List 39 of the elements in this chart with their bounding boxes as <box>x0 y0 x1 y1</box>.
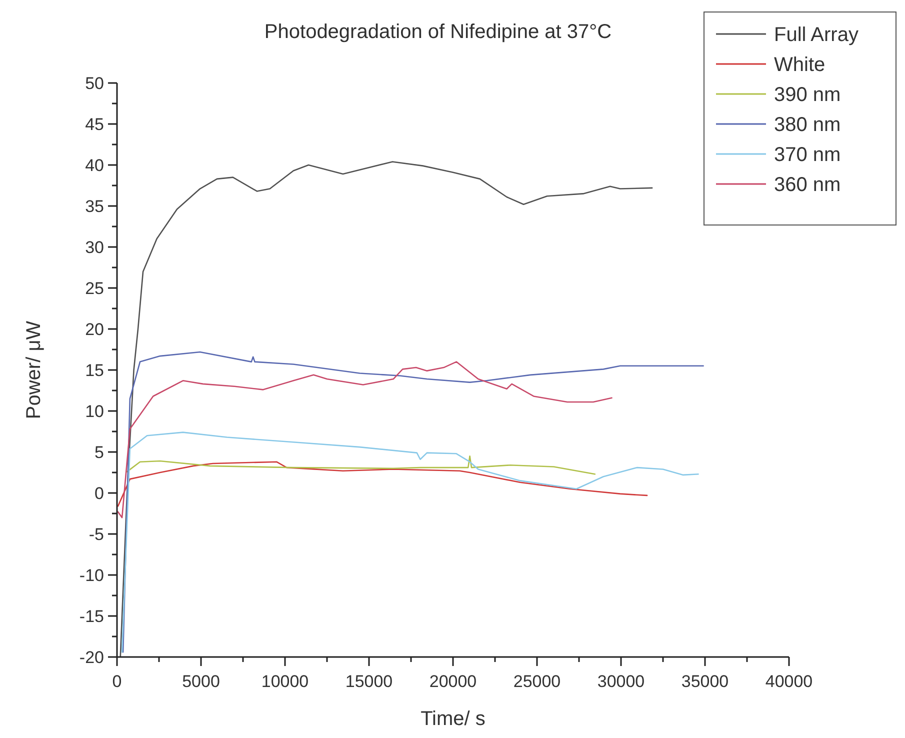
y-tick-label: 30 <box>85 238 104 257</box>
x-tick-label: 30000 <box>597 672 645 691</box>
legend-label: Full Array <box>774 24 858 46</box>
y-tick-label: 0 <box>94 484 104 503</box>
y-tick-label: 5 <box>94 443 104 462</box>
line-series <box>126 455 596 475</box>
line-series <box>117 461 648 507</box>
y-tick-label: -5 <box>88 525 104 544</box>
y-tick-label: 20 <box>85 320 104 339</box>
y-tick-label: 50 <box>85 74 104 93</box>
y-tick-label: 45 <box>85 115 104 134</box>
x-tick-label: 20000 <box>429 672 477 691</box>
y-tick-label: -10 <box>79 566 104 585</box>
y-tick-label: 35 <box>85 197 104 216</box>
line-series <box>122 351 704 653</box>
x-tick-label: 15000 <box>345 672 393 691</box>
y-tick-label: -15 <box>79 607 104 626</box>
y-axis-title: Power/ μW <box>23 320 45 420</box>
legend-label: 360 nm <box>774 174 841 196</box>
y-tick-label: 10 <box>85 402 104 421</box>
x-axis-title: Time/ s <box>420 708 486 730</box>
legend-label: 390 nm <box>774 84 841 106</box>
legend-label: 370 nm <box>774 144 841 166</box>
line-series <box>117 361 612 518</box>
line-series <box>120 161 653 657</box>
y-tick-label: 25 <box>85 279 104 298</box>
x-tick-label: 35000 <box>681 672 729 691</box>
x-tick-label: 40000 <box>765 672 813 691</box>
x-tick-label: 5000 <box>182 672 220 691</box>
x-tick-label: 0 <box>112 672 122 691</box>
legend-label: White <box>774 54 826 76</box>
x-tick-label: 10000 <box>261 672 309 691</box>
line-series <box>121 432 699 653</box>
chart-title: Photodegradation of Nifedipine at 37°C <box>264 21 612 43</box>
legend-label: 380 nm <box>774 114 841 136</box>
y-tick-label: 40 <box>85 156 104 175</box>
x-tick-label: 25000 <box>513 672 561 691</box>
y-tick-label: 15 <box>85 361 104 380</box>
y-tick-label: -20 <box>79 648 104 667</box>
